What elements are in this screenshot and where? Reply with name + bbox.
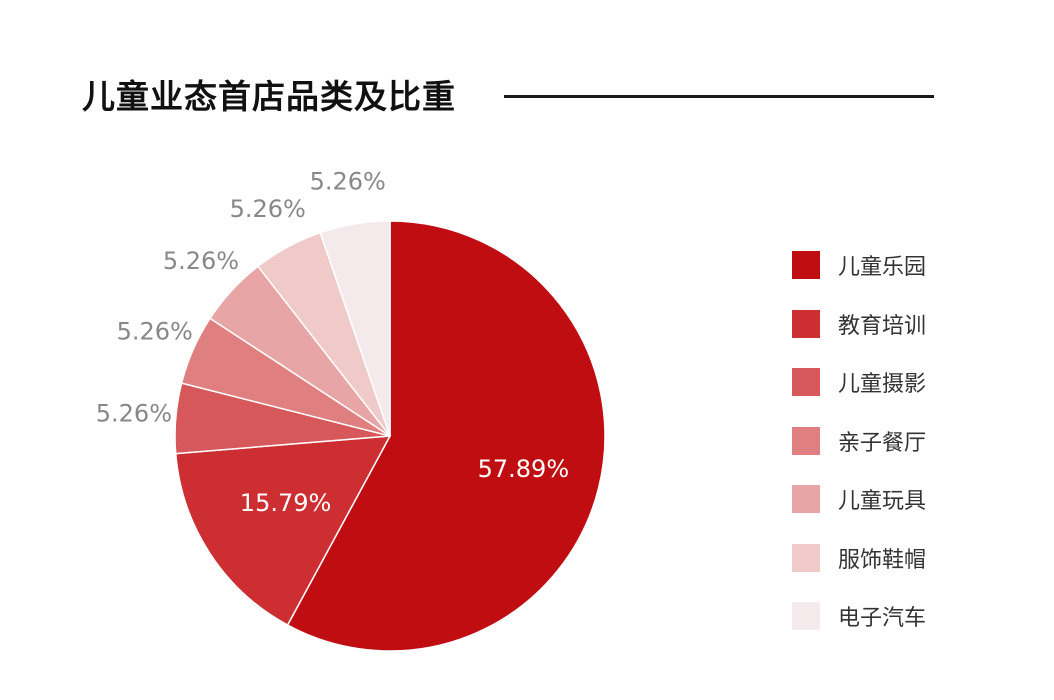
legend-swatch: [792, 251, 820, 280]
legend-label: 服饰鞋帽: [838, 547, 927, 573]
legend-swatch: [792, 543, 820, 572]
slice-label: 5.26%: [310, 168, 386, 196]
pie-slice: [319, 220, 391, 437]
slice-label: 5.26%: [96, 400, 172, 428]
slice-label: 5.26%: [163, 247, 239, 275]
legend-item: 儿童乐园: [792, 236, 926, 295]
legend-item: 服饰鞋帽: [792, 529, 926, 588]
legend-label: 教育培训: [838, 313, 927, 339]
legend-label: 儿童玩具: [838, 489, 927, 515]
legend-swatch: [792, 368, 820, 397]
legend-swatch: [792, 426, 820, 455]
legend-label: 电子汽车: [838, 606, 927, 632]
slice-label: 15.79%: [240, 489, 332, 517]
legend-label: 儿童摄影: [838, 372, 927, 398]
legend-swatch: [792, 602, 820, 631]
slice-label: 57.89%: [478, 455, 570, 483]
legend: 儿童乐园教育培训儿童摄影亲子餐厅儿童玩具服饰鞋帽电子汽车: [792, 236, 926, 646]
legend-item: 儿童玩具: [792, 470, 926, 529]
slice-label: 5.26%: [230, 195, 306, 223]
title-rule: [504, 95, 934, 98]
legend-item: 亲子餐厅: [792, 412, 926, 471]
legend-swatch: [792, 309, 820, 338]
legend-item: 电子汽车: [792, 587, 926, 646]
pie-slice: [286, 220, 606, 652]
pie-slice: [174, 435, 392, 627]
legend-label: 儿童乐园: [838, 255, 927, 281]
chart-title: 儿童业态首店品类及比重: [82, 77, 456, 116]
legend-swatch: [792, 485, 820, 514]
legend-item: 教育培训: [792, 295, 926, 354]
legend-label: 亲子餐厅: [838, 430, 927, 456]
legend-item: 儿童摄影: [792, 353, 926, 412]
slice-label: 5.26%: [117, 318, 193, 346]
